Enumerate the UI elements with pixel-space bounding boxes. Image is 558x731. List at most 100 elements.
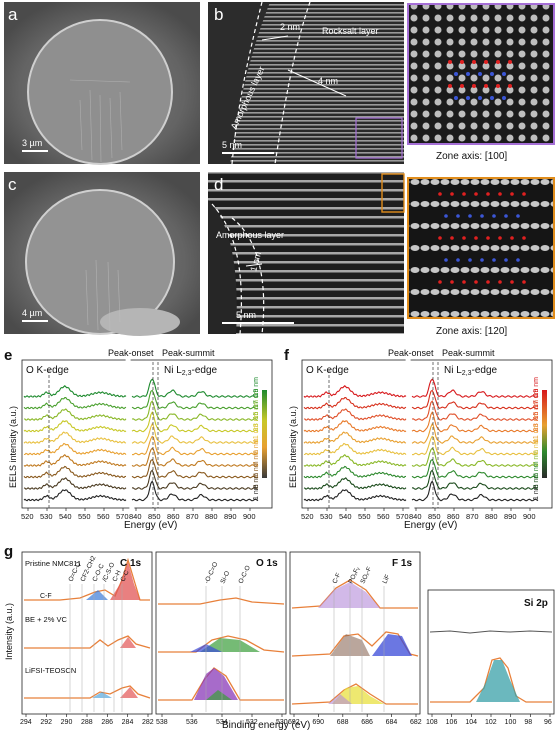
xps-tick-label: 100 [505, 719, 517, 726]
x-tick-label: 880 [485, 512, 498, 521]
distance-4nm: 4 nm [318, 76, 338, 86]
xps-tick-label: 538 [156, 719, 168, 726]
x-tick-label: 870 [466, 512, 479, 521]
eels-curve-ni-4 [131, 435, 259, 456]
eels-curve-o-3 [23, 454, 127, 467]
rocksalt-layer-label: Rocksalt layer [322, 26, 379, 36]
x-tick-label: 570 [396, 512, 409, 521]
x-tick-label: 570 [116, 512, 129, 521]
x-tick-label: 560 [377, 512, 390, 521]
eels-curve-ni-1 [411, 469, 538, 490]
peak-label: C-H [111, 569, 122, 583]
panel-label-g: g [4, 543, 13, 560]
depth-label: 5 nm [533, 461, 540, 477]
x-tick-label: 870 [186, 512, 199, 521]
peak-label: C-C [119, 569, 130, 583]
x-tick-label: 540 [59, 512, 72, 521]
peak-label: Si-O [219, 570, 231, 585]
x-tick-label: 550 [358, 512, 371, 521]
x-tick-label: 530 [320, 512, 333, 521]
depth-label: 15 nm [533, 400, 540, 420]
x-tick-label: 850 [428, 512, 441, 521]
eels-curve-ni-0 [131, 480, 259, 502]
xps-tick-label: 534 [216, 719, 228, 726]
x-tick-label: 900 [523, 512, 536, 521]
x-tick-label: 540 [339, 512, 352, 521]
depth-label: 3 nm [533, 473, 540, 489]
c1s-title: C 1s [120, 558, 142, 569]
eels-curve-ni-7 [131, 400, 259, 421]
ni-l-edge-main-e: Ni L [164, 365, 182, 376]
xps-tick-label: 686 [361, 719, 373, 726]
eels-curve-o-8 [303, 397, 407, 410]
xps-f1s [291, 579, 419, 705]
zoom-inset-120: Zone axis: [120] [407, 177, 555, 337]
x-ticks-e: 520 530 540 550 560 570 840 850 860 870 880 890 900 [21, 508, 256, 521]
depth-label: 1 nm [533, 484, 540, 500]
y-axis-label-g: Intensity (a.u.) [4, 603, 14, 660]
eels-curves-e [23, 378, 259, 502]
panel-label-c: c [8, 175, 17, 194]
ni-l-edge-sub-e: 2,3 [182, 370, 192, 377]
xps-tick-label: 688 [337, 719, 349, 726]
eels-curve-o-4 [303, 442, 407, 456]
peak-summit-label-f: Peak-summit [442, 348, 495, 358]
x-axis-label-e: Energy (eV) [124, 520, 177, 531]
xps-o1s [158, 597, 285, 701]
depth-label: 17 nm [253, 388, 260, 408]
depth-label: 11 nm [253, 423, 260, 442]
ni-l-edge-sub-f: 2,3 [462, 370, 472, 377]
eels-curve-ni-0 [411, 480, 539, 502]
xps-si2p [429, 630, 553, 703]
f1s-title: F 1s [392, 558, 412, 569]
eels-curve-o-4 [23, 442, 127, 456]
xps-tick-label: 288 [81, 719, 93, 726]
zone-axis-100: Zone axis: [100] [436, 151, 507, 162]
eels-curve-ni-8 [411, 389, 539, 410]
eels-curve-o-5 [303, 431, 407, 444]
xps-tick-label: 536 [186, 719, 198, 726]
scale-bar-a: 3 µm [22, 138, 42, 148]
zoom-inset-100: Zone axis: [100] [407, 3, 555, 162]
peak-label: LiF [381, 574, 391, 585]
o-k-edge-label-f: O K-edge [306, 365, 349, 376]
xps-tick-label: 290 [61, 719, 73, 726]
peak-label: SOₓ-F [359, 566, 373, 585]
x-ticks-f: 520 530 540 550 560 570 840 850 860 870 880 890 900 [301, 508, 536, 521]
eels-curves-f [303, 378, 539, 502]
depth-label: 11 nm [533, 423, 540, 442]
xps-tick-label: 96 [544, 719, 552, 726]
xps-tick-label: 102 [485, 719, 497, 726]
xps-c1s [24, 557, 151, 699]
scale-bar-c: 4 µm [22, 308, 42, 318]
x-tick-label: 890 [224, 512, 237, 521]
xps-tick-label: 684 [386, 719, 398, 726]
eels-curve-o-2 [303, 465, 407, 479]
eels-curve-o-7 [304, 408, 407, 421]
eels-curve-ni-5 [411, 422, 539, 444]
eels-curve-o-6 [303, 420, 407, 433]
xps-tick-label: 530 [276, 719, 288, 726]
ni-l-edge-end-f: -edge [472, 365, 498, 376]
peak-summit-label-e: Peak-summit [162, 348, 215, 358]
peak-label: C-F [331, 572, 342, 585]
depth-label: 19 nm [253, 377, 260, 397]
x-tick-label: 520 [21, 512, 34, 521]
peak-onset-label-f: Peak-onset [388, 348, 434, 358]
depth-label: 7 nm [253, 450, 260, 466]
xps-tick-label: 108 [426, 719, 438, 726]
eels-curve-o-1 [23, 477, 127, 490]
eels-curve-o-6 [23, 420, 127, 433]
depth-label: 17 nm [533, 388, 540, 408]
eels-curve-ni-1 [131, 469, 258, 490]
xps-tick-label: 106 [446, 719, 458, 726]
depth-label: 19 nm [533, 377, 540, 397]
zone-axis-120: Zone axis: [120] [436, 326, 507, 337]
si2p-title: Si 2p [524, 598, 548, 609]
o1s-title: O 1s [256, 558, 278, 569]
ni-l-edge-end-e: -edge [192, 365, 218, 376]
y-axis-label-f: EELS intensity (a.u.) [288, 406, 298, 488]
x-tick-label: 840 [129, 512, 142, 521]
x-axis-label-f: Energy (eV) [404, 520, 457, 531]
